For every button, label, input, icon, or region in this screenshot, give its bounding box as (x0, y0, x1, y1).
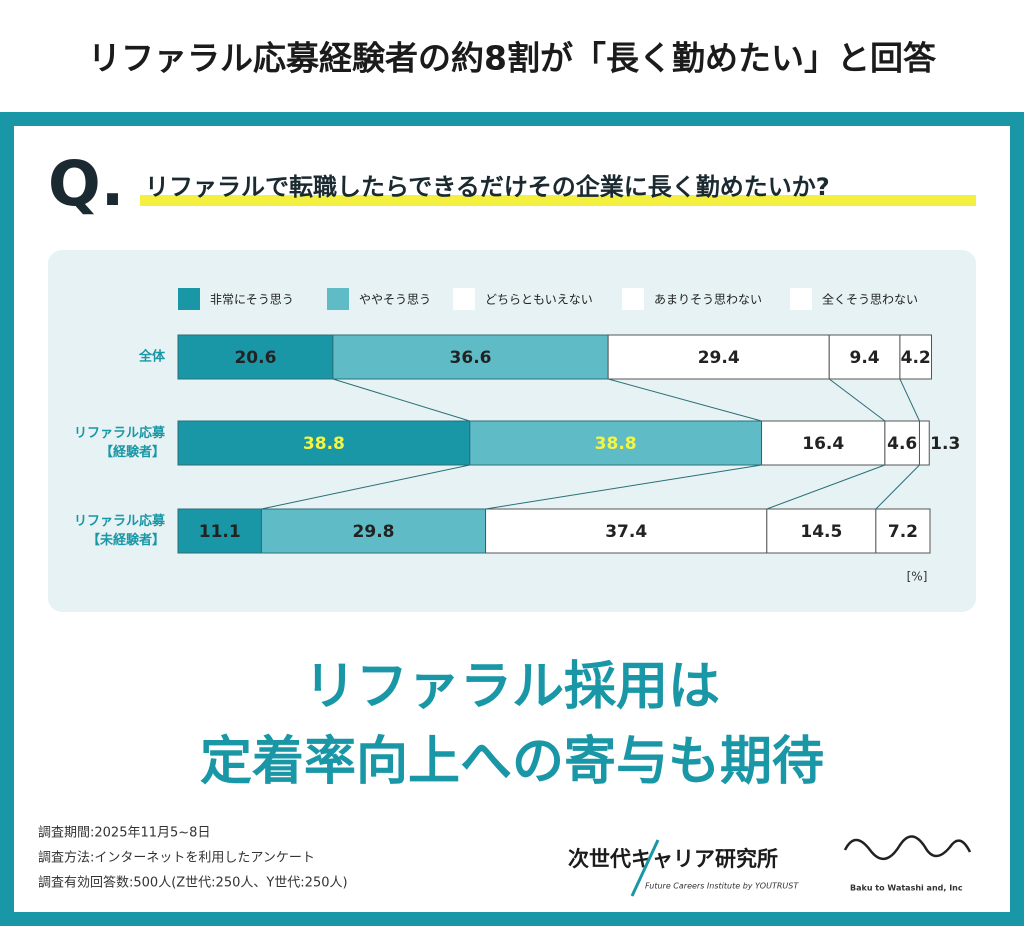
legend-label: 非常にそう思う (210, 293, 294, 307)
bar-segment (469, 420, 763, 466)
value-label: 38.8 (595, 434, 637, 454)
logo-mark (843, 835, 972, 860)
bar-segment (875, 508, 931, 554)
legend-label: 全くそう思わない (822, 292, 918, 307)
bar-segment (766, 508, 877, 554)
legend-label: ややそう思う (359, 293, 431, 307)
bar-segment (260, 508, 487, 554)
connector (332, 378, 470, 422)
connector (485, 464, 762, 510)
logo-institute-sub: Future Careers Institute by YOUTRUST (645, 882, 799, 891)
headline: 定着率向上への寄与も期待 (200, 732, 824, 792)
logo-slash (630, 839, 660, 897)
title: リファラル応募経験者の約8割が「長く勤めたい」と回答 (88, 39, 937, 78)
connector (899, 378, 920, 422)
value-label: 7.2 (888, 522, 918, 542)
legend-swatch (453, 288, 475, 310)
bar-segment (899, 334, 933, 380)
highlight (140, 195, 976, 206)
note: 調査期間:2025年11月5~8日 (38, 826, 210, 841)
legend-label: どちらともいえない (485, 293, 593, 307)
logo-institute: 次世代キャリア研究所 (568, 847, 778, 871)
logo-company: Baku to Watashi and, Inc (850, 884, 963, 893)
value-label: 4.6 (887, 434, 917, 454)
value-label: 36.6 (450, 348, 492, 368)
value-label: 11.1 (199, 522, 241, 542)
legend-swatch (790, 288, 812, 310)
value-label: 4.2 (901, 348, 931, 368)
connector (875, 464, 920, 510)
category-label: 【未経験者】 (87, 532, 165, 548)
value-label: 38.8 (303, 434, 345, 454)
connector (766, 464, 886, 510)
legend-swatch (327, 288, 349, 310)
value-label: 37.4 (605, 522, 647, 542)
question: リファラルで転職したらできるだけその企業に長く勤めたいか? (145, 173, 830, 201)
bar-segment (177, 420, 471, 466)
bar-segment (761, 420, 886, 466)
headline: リファラル採用は (304, 657, 720, 717)
legend-swatch (622, 288, 644, 310)
question-mark: Q. (48, 147, 124, 220)
category-label: 【経験者】 (100, 444, 165, 460)
value-label: 29.8 (353, 522, 395, 542)
note: 調査方法:インターネットを利用したアンケート (38, 850, 315, 866)
note: 調査有効回答数:500人(Z世代:250人、Y世代:250人) (38, 875, 348, 891)
legend-label: あまりそう思わない (654, 293, 762, 307)
category-label: 全体 (138, 349, 166, 365)
bar-segment (177, 334, 334, 380)
value-label: 20.6 (234, 348, 276, 368)
bar-segment (177, 508, 262, 554)
bar-segment (607, 334, 830, 380)
value-label: 14.5 (800, 522, 842, 542)
unit-label: [%] (907, 570, 928, 584)
legend-swatch (178, 288, 200, 310)
connector (608, 378, 762, 422)
bar-segment (485, 508, 768, 554)
category-label: リファラル応募 (74, 425, 166, 441)
value-label: 29.4 (698, 348, 740, 368)
bar-segment (918, 420, 930, 466)
connector (828, 378, 886, 422)
value-label: 1.3 (930, 434, 960, 454)
value-label: 16.4 (802, 434, 844, 454)
value-label: 9.4 (850, 348, 880, 368)
chart: 非常にそう思う ややそう思う どちらともいえない あまりそう思わない 全くそう思わない全… (74, 288, 960, 584)
connector (261, 464, 470, 510)
bar-segment (332, 334, 609, 380)
category-label: リファラル応募 (74, 513, 166, 529)
